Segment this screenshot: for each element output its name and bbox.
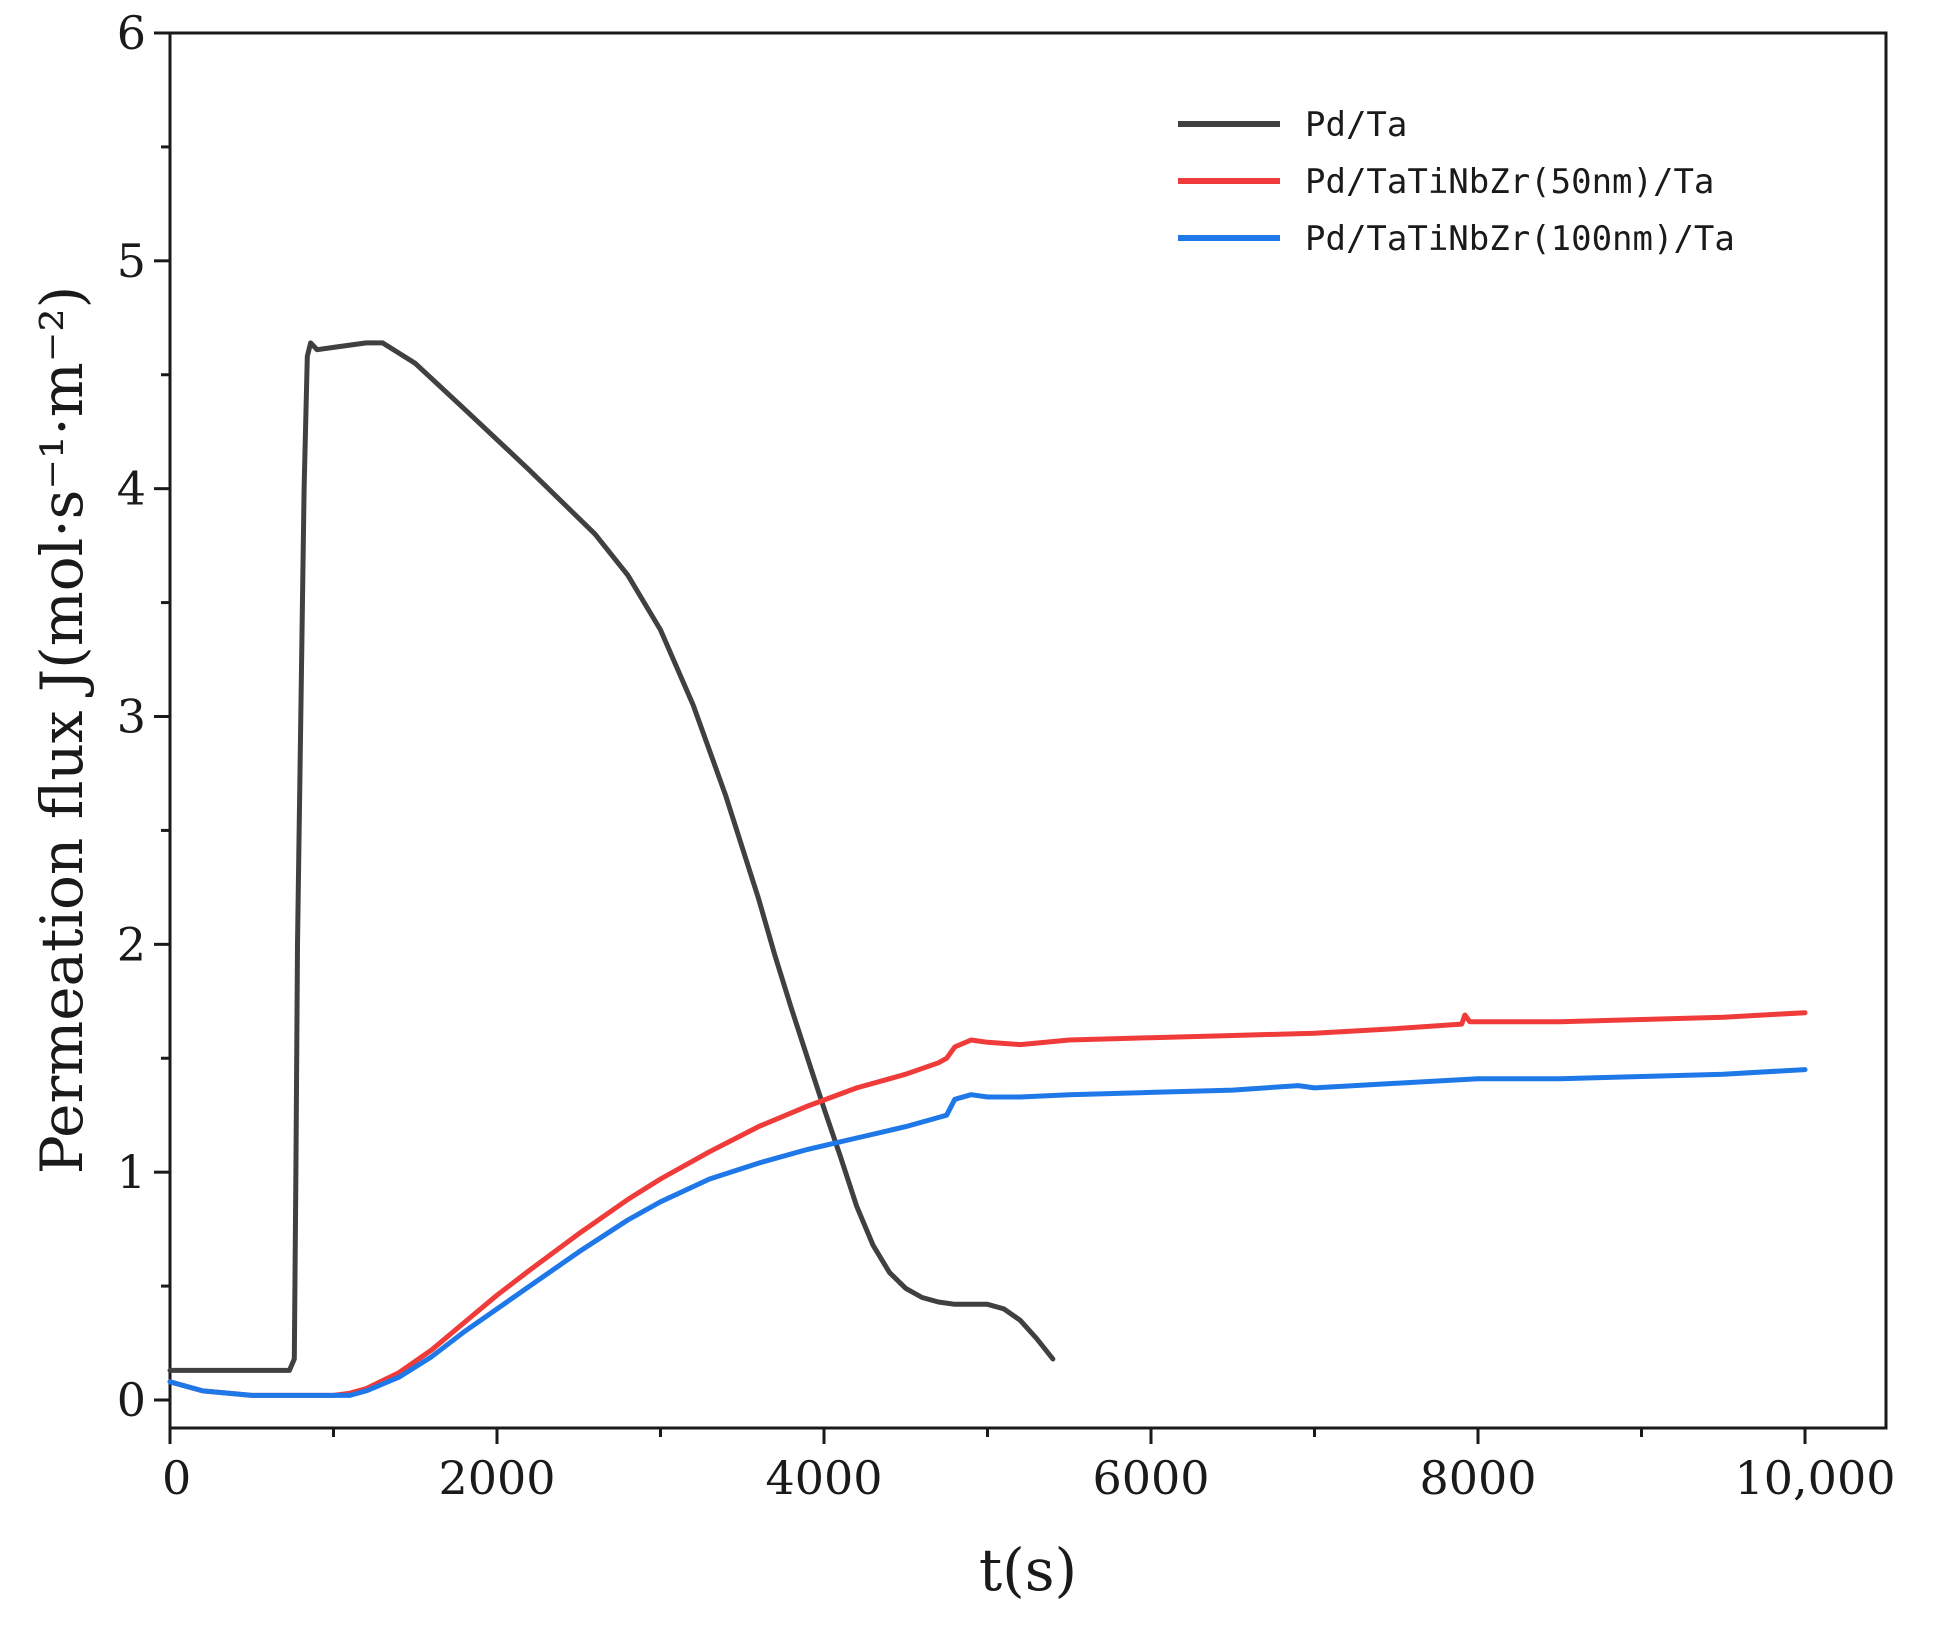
x-tick-label: 10,000	[1735, 1451, 1896, 1505]
series-lines	[167, 340, 1808, 1398]
y-axis-title: Permeation flux J(mol·s⁻¹·m⁻²)	[28, 286, 96, 1174]
x-tick-label: 4000	[765, 1451, 882, 1505]
x-tick-label: 8000	[1419, 1451, 1536, 1505]
y-tick-label: 4	[117, 462, 146, 516]
y-tick-label: 2	[117, 917, 146, 971]
legend-label: Pd/Ta	[1305, 105, 1407, 145]
x-tick-label: 6000	[1092, 1451, 1209, 1505]
plot-frame	[168, 31, 1888, 1430]
legend-label: Pd/TaTiNbZr(50nm)/Ta	[1305, 162, 1714, 202]
y-tick-labels: 0 1 2 3 4 5 6	[117, 6, 146, 1427]
y-tick-label: 3	[117, 690, 146, 744]
x-tick-labels: 0 2000 4000 6000 8000 10,000	[162, 1451, 1895, 1505]
legend: Pd/Ta Pd/TaTiNbZr(50nm)/Ta Pd/TaTiNbZr(100…	[1178, 105, 1735, 259]
x-tick-label: 2000	[438, 1451, 555, 1505]
x-tick-label: 0	[162, 1451, 191, 1505]
axis-ticks	[154, 31, 1807, 1444]
y-tick-label: 0	[117, 1373, 146, 1427]
y-tick-label: 1	[117, 1145, 146, 1199]
legend-label: Pd/TaTiNbZr(100nm)/Ta	[1305, 219, 1735, 259]
y-tick-label: 5	[117, 234, 146, 288]
x-axis-title: t(s)	[979, 1536, 1077, 1604]
series-line-1	[167, 340, 1056, 1373]
series-line-3	[167, 1067, 1808, 1398]
series-line-2	[167, 1010, 1808, 1398]
y-tick-label: 6	[117, 6, 146, 60]
